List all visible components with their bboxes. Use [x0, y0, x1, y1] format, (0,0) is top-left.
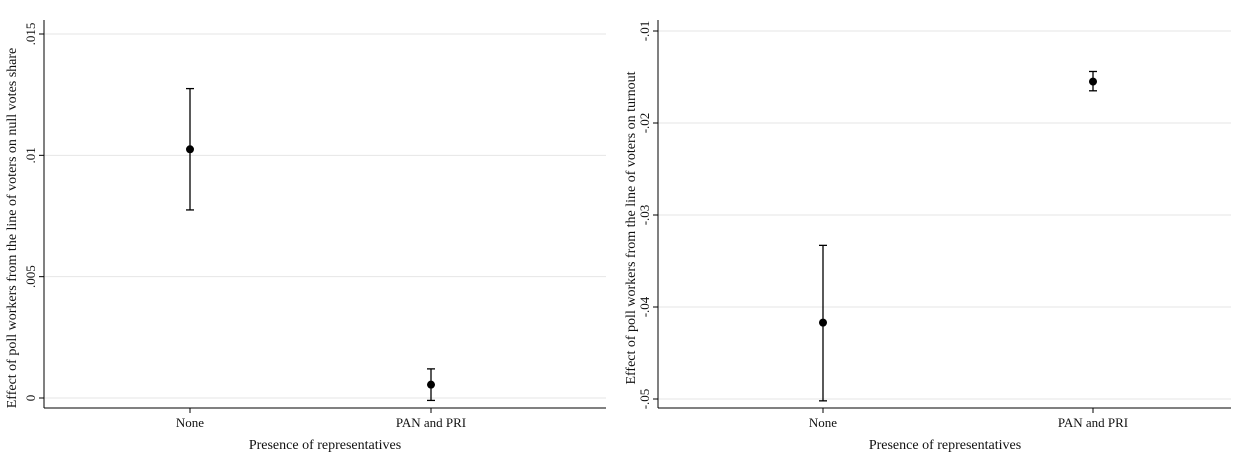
x-axis-label: Presence of representatives: [869, 438, 1021, 453]
point-estimates: [819, 77, 1097, 327]
x-tick-label: PAN and PRI: [396, 415, 466, 430]
x-tick-label: PAN and PRI: [1058, 415, 1128, 430]
error-bars: [186, 87, 435, 402]
y-tick-label: .015: [23, 23, 38, 46]
x-axis: None PAN and PRI: [658, 407, 1231, 430]
point-estimate: [427, 380, 435, 389]
point-estimate: [1089, 77, 1097, 86]
x-axis-label: Presence of representatives: [249, 438, 401, 453]
y-tick-label: -.04: [637, 296, 652, 317]
null-votes-chart: 0 .005 .01 .015 None PAN and PRI Presence of…: [5, 20, 606, 453]
y-axis-label: Effect of poll workers from the line of …: [624, 71, 639, 384]
y-tick-label: .01: [23, 147, 38, 163]
y-tick-label: -.05: [637, 389, 652, 410]
y-axis: 0 .005 .01 .015: [23, 20, 45, 408]
error-bars: [819, 70, 1097, 402]
y-axis: -.05 -.04 -.03 -.02 -.01: [637, 20, 659, 410]
y-tick-label: -.03: [637, 205, 652, 226]
y-tick-label: .005: [23, 265, 38, 288]
y-tick-label: -.02: [637, 113, 652, 134]
x-tick-label: None: [809, 415, 837, 430]
y-gridlines: [658, 30, 1231, 400]
point-estimate: [186, 145, 194, 154]
x-tick-label: None: [176, 415, 204, 430]
y-tick-label: -.01: [637, 21, 652, 42]
turnout-chart: -.05 -.04 -.03 -.02 -.01 None PAN and PRI Pre…: [624, 20, 1231, 453]
y-axis-label: Effect of poll workers from the line of …: [5, 48, 20, 409]
x-axis: None PAN and PRI: [44, 407, 606, 430]
y-gridlines: [44, 33, 606, 399]
y-tick-label: 0: [23, 395, 38, 402]
point-estimate: [819, 318, 827, 327]
point-estimates: [186, 145, 435, 389]
